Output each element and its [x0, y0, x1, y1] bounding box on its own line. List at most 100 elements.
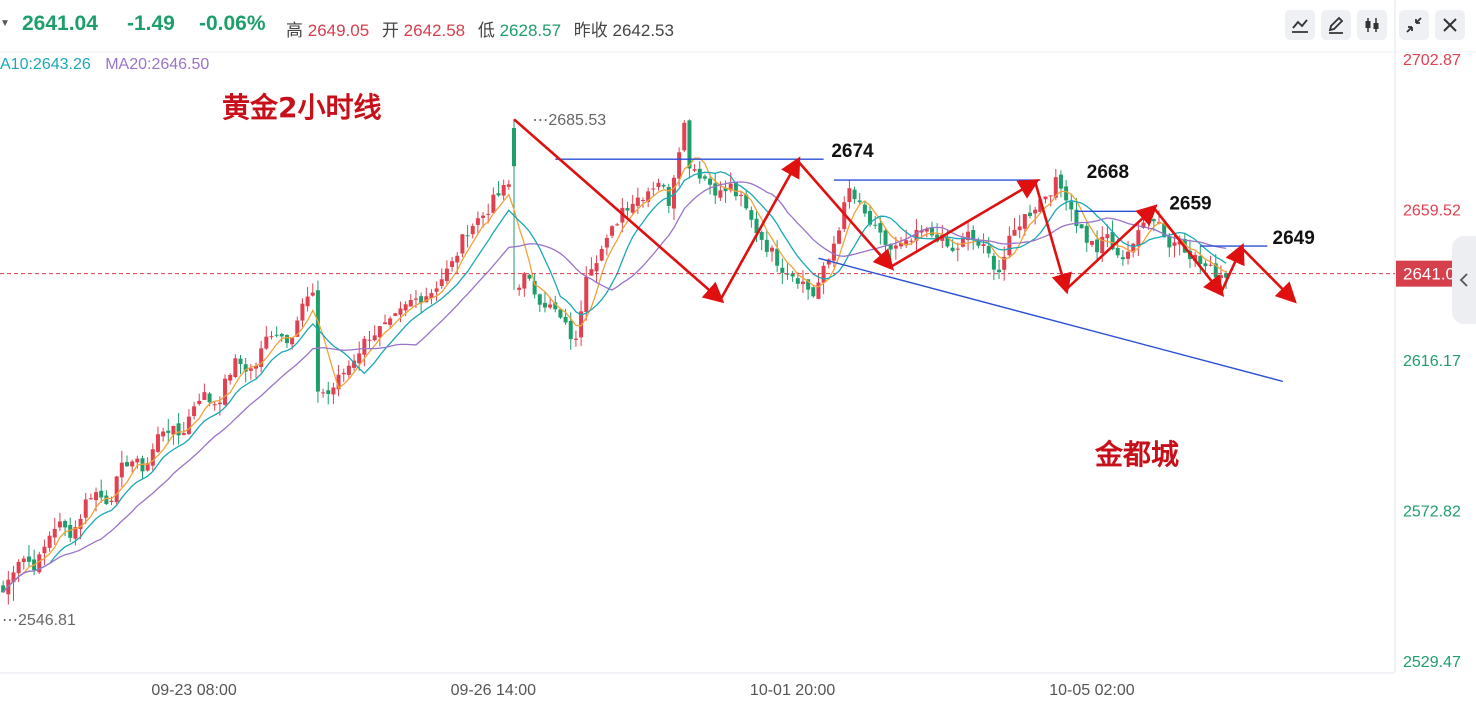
candle-body [202, 392, 207, 400]
collapse-button[interactable] [1399, 10, 1429, 40]
candle-body [795, 278, 800, 284]
candle-body [579, 311, 584, 338]
candle-body [475, 218, 480, 225]
zigzag-arrow [1219, 243, 1245, 294]
candle-body [274, 334, 279, 336]
candle-body [661, 184, 666, 187]
candle-body [862, 204, 867, 214]
candle-body [733, 182, 738, 197]
candle-body [997, 269, 1002, 273]
candle-body [341, 372, 346, 375]
candle-body [764, 239, 769, 252]
candle-body [233, 358, 238, 378]
open-label: 开 [381, 21, 399, 40]
candle-body [1043, 196, 1048, 200]
candle-body [171, 425, 176, 435]
side-panel-handle[interactable] [1452, 236, 1476, 324]
candle-body [713, 183, 718, 196]
candle-body [971, 230, 976, 241]
candle-body [279, 333, 284, 337]
candle-body [145, 463, 150, 471]
candle-body [1002, 256, 1007, 270]
candle-body [1146, 217, 1151, 223]
candle-body [315, 290, 320, 392]
high-extreme-label: ⋯2685.53 [532, 112, 606, 129]
candle-body [326, 390, 331, 395]
candle-body [991, 255, 996, 270]
candle-body [444, 268, 449, 281]
close-button[interactable] [1435, 10, 1465, 40]
candle-body [1105, 234, 1110, 239]
candle-body [759, 232, 764, 240]
prev-close-value: 2642.53 [612, 21, 674, 40]
candle-body [290, 337, 295, 345]
candle-body [1028, 212, 1032, 216]
candle-body [284, 335, 289, 344]
candle-body [68, 524, 73, 538]
candle-body [491, 194, 496, 213]
candle-body [73, 527, 78, 539]
candle-body [754, 218, 759, 234]
candle-body [1126, 251, 1131, 259]
candle-body [976, 240, 981, 246]
candle-body [429, 293, 434, 299]
candle-body [589, 269, 594, 276]
candle-body [470, 225, 475, 235]
candle-body [238, 358, 243, 365]
candle-body [966, 231, 971, 240]
zigzag-arrow [1152, 207, 1225, 297]
candle-body [1089, 240, 1094, 245]
candle-body [868, 211, 873, 225]
line-chart-button[interactable] [1285, 10, 1315, 40]
candle-body [450, 261, 455, 268]
candle-body [981, 244, 986, 247]
candle-body [424, 296, 429, 303]
candle-body [57, 521, 62, 528]
candle-body [718, 190, 723, 198]
candle-body [677, 152, 682, 179]
watermark-text: 金都城 [1094, 438, 1179, 471]
candlestick-button[interactable] [1357, 10, 1387, 40]
candle-body [517, 287, 522, 290]
candle-body [166, 430, 171, 433]
draw-button[interactable] [1321, 10, 1351, 40]
candle-body [1218, 275, 1223, 279]
last-price: 2641.04 [22, 12, 98, 35]
ma-legend: A10:2643.26 MA20:2646.50 [0, 56, 209, 74]
candle-body [1213, 263, 1218, 278]
x-tick-label: 09-26 14:00 [451, 682, 537, 699]
candle-body [305, 296, 310, 307]
candle-body [21, 558, 26, 563]
candle-body [671, 177, 676, 209]
candle-body [1203, 263, 1208, 267]
candle-body [635, 197, 640, 206]
candle-body [104, 495, 109, 505]
candle-body [1079, 224, 1084, 229]
candle-body [811, 287, 816, 297]
candle-body [728, 183, 733, 191]
candle-body [1064, 186, 1069, 201]
candle-body [408, 300, 413, 307]
candle-body [352, 360, 357, 368]
candle-body [1131, 243, 1136, 253]
candle-body [692, 169, 697, 171]
candle-body [130, 461, 135, 467]
close-icon [1443, 18, 1457, 32]
candle-body [800, 281, 805, 284]
candle-body [212, 404, 217, 406]
candle-body [310, 292, 315, 296]
candle-body [625, 208, 630, 211]
candle-body [346, 365, 351, 375]
candle-body [300, 303, 305, 321]
candle-body [1198, 256, 1203, 264]
candle-body [831, 243, 836, 261]
candle-body [878, 223, 883, 233]
candle-body [94, 492, 99, 501]
candle-body [816, 282, 821, 299]
candle-body [181, 433, 186, 436]
candle-body [119, 462, 124, 478]
candle-body [1033, 209, 1038, 214]
dropdown-arrow-icon[interactable]: ▼ [0, 18, 10, 29]
candle-body [1224, 272, 1229, 278]
